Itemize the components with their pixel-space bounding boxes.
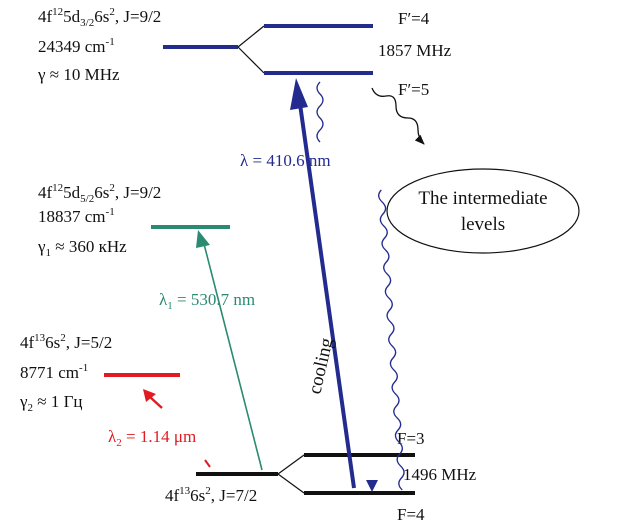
cooling-transition-line — [298, 103, 356, 489]
upper-split-connector-top — [237, 25, 265, 48]
red-wavelength-label: λ2 = 1.14 μm — [108, 427, 196, 449]
intermediate-levels-ellipse — [386, 168, 580, 254]
ground-split-connector-top — [277, 454, 305, 475]
upper-level-linewidth: γ ≈ 10 MHz — [37, 65, 120, 84]
upper-level-energy: 24349 cm-1 — [38, 36, 115, 56]
red-transition-line — [149, 396, 163, 409]
lower-level-group: 4f136s2, J=5/2 8771 cm-1 γ2 ≈ 1 Гц — [19, 332, 180, 414]
ground-level-group: 4f136s2, J=7/2 F=3 1496 MHz F=4 — [165, 429, 477, 524]
transitions-group: λ = 410.6 nm cooling λ1 = 530.7 nm λ2 = … — [108, 78, 425, 492]
upper-level-group: 4f125d3/26s2, J=9/2 24349 cm-1 γ ≈ 10 MH… — [37, 6, 452, 99]
intermediate-decay-wavy-line — [371, 87, 425, 145]
decay-wavy-line — [316, 81, 324, 143]
middle-level-configuration: 4f125d5/26s2, J=9/2 — [38, 182, 161, 205]
lower-level-configuration: 4f136s2, J=5/2 — [20, 332, 112, 352]
upper-level-configuration: 4f125d3/26s2, J=9/2 — [38, 6, 161, 29]
ground-f3-label: F=3 — [397, 429, 425, 448]
upper-split-connector-bottom — [237, 46, 265, 74]
upper-f4-label: F′=4 — [398, 9, 430, 28]
intermediate-levels-line2: levels — [461, 214, 505, 235]
ground-hyperfine-splitting: 1496 MHz — [403, 465, 477, 484]
red-arrowhead-icon — [143, 389, 156, 402]
middle-level-linewidth: γ1 ≈ 360 кHz — [37, 237, 127, 259]
cooling-label: cooling — [304, 335, 337, 396]
middle-level-energy: 18837 cm-1 — [38, 206, 115, 226]
cooling-wavelength-label: λ = 410.6 nm — [240, 151, 331, 170]
upper-hyperfine-splitting: 1857 MHz — [378, 41, 452, 60]
lower-level-energy: 8771 cm-1 — [20, 362, 88, 382]
decay-arrowhead-icon — [366, 480, 378, 492]
lower-level-linewidth: γ2 ≈ 1 Гц — [19, 392, 83, 414]
cooling-arrowhead-icon — [290, 78, 308, 110]
decay-wavy-line-lower — [378, 189, 405, 491]
intermediate-levels-group: The intermediate levels — [386, 168, 580, 254]
green-transition-line — [202, 239, 263, 471]
intermediate-levels-line1: The intermediate — [418, 188, 547, 209]
red-transition-start-tick — [204, 459, 211, 468]
green-arrowhead-icon — [196, 230, 210, 248]
ground-split-connector-bottom — [277, 473, 305, 494]
upper-f5-label: F′=5 — [398, 80, 429, 99]
middle-level-group: 4f125d5/26s2, J=9/2 18837 cm-1 γ1 ≈ 360 … — [37, 182, 230, 259]
ground-level-configuration: 4f136s2, J=7/2 — [165, 485, 257, 505]
ground-f4-label: F=4 — [397, 505, 425, 524]
green-wavelength-label: λ1 = 530.7 nm — [159, 290, 255, 312]
